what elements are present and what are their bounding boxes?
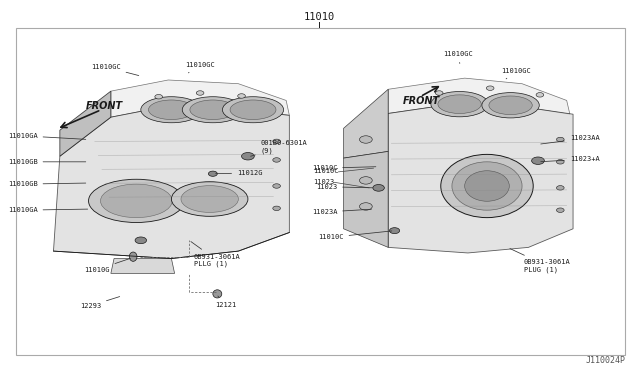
Text: 11010G: 11010G <box>84 258 131 273</box>
Text: 11010: 11010 <box>304 12 335 22</box>
Text: 0B931-3061A
PLLG (1): 0B931-3061A PLLG (1) <box>191 241 241 267</box>
Ellipse shape <box>482 93 540 118</box>
Polygon shape <box>60 91 111 156</box>
Text: 11010GC: 11010GC <box>185 62 215 73</box>
Ellipse shape <box>230 100 276 119</box>
Ellipse shape <box>100 184 172 218</box>
Ellipse shape <box>489 96 532 115</box>
Text: 11010C: 11010C <box>318 231 392 240</box>
Text: 12293: 12293 <box>80 296 120 309</box>
Circle shape <box>486 86 494 90</box>
Ellipse shape <box>441 154 533 218</box>
Ellipse shape <box>88 179 184 222</box>
Circle shape <box>557 160 564 164</box>
Circle shape <box>273 184 280 188</box>
Circle shape <box>241 153 254 160</box>
Text: 11010C: 11010C <box>312 165 376 171</box>
Ellipse shape <box>465 171 509 201</box>
Ellipse shape <box>182 97 243 123</box>
Text: 11010GB: 11010GB <box>8 159 86 165</box>
Text: J110024P: J110024P <box>586 356 626 365</box>
Circle shape <box>273 139 280 144</box>
Circle shape <box>557 186 564 190</box>
Text: 001B0-6301A
(9): 001B0-6301A (9) <box>251 140 307 156</box>
Circle shape <box>557 137 564 142</box>
Circle shape <box>155 94 163 99</box>
Circle shape <box>390 228 399 234</box>
Ellipse shape <box>129 252 137 262</box>
Text: 11023A: 11023A <box>312 209 371 215</box>
Ellipse shape <box>172 182 248 217</box>
Text: 11010GB: 11010GB <box>8 181 86 187</box>
Text: 0B931-3061A
PLUG (1): 0B931-3061A PLUG (1) <box>510 248 571 273</box>
Circle shape <box>532 157 545 164</box>
Circle shape <box>360 203 372 210</box>
Text: 11023+A: 11023+A <box>541 156 600 162</box>
Text: 11010GC: 11010GC <box>444 51 473 64</box>
Polygon shape <box>54 106 289 259</box>
Polygon shape <box>388 102 573 253</box>
Ellipse shape <box>223 97 284 123</box>
Text: 11010GA: 11010GA <box>8 207 88 213</box>
Text: 11010C: 11010C <box>314 168 339 174</box>
Text: 11010GA: 11010GA <box>8 133 86 140</box>
Text: 11010GC: 11010GC <box>91 64 139 76</box>
Circle shape <box>135 237 147 244</box>
Ellipse shape <box>213 290 222 298</box>
Text: 11023: 11023 <box>316 184 372 190</box>
Circle shape <box>536 93 544 97</box>
Ellipse shape <box>452 162 522 210</box>
Ellipse shape <box>148 100 195 119</box>
Text: 11023: 11023 <box>314 179 335 185</box>
Polygon shape <box>388 78 570 114</box>
Circle shape <box>273 206 280 211</box>
Circle shape <box>373 185 385 191</box>
Polygon shape <box>111 80 289 117</box>
Ellipse shape <box>141 97 202 123</box>
Circle shape <box>237 94 245 98</box>
Text: FRONT: FRONT <box>403 96 440 106</box>
Circle shape <box>360 136 372 143</box>
Circle shape <box>196 91 204 95</box>
Circle shape <box>360 177 372 184</box>
Text: 12121: 12121 <box>215 296 236 308</box>
Circle shape <box>209 171 218 176</box>
Circle shape <box>273 158 280 162</box>
Text: 11012G: 11012G <box>216 170 262 176</box>
Ellipse shape <box>438 95 481 113</box>
Circle shape <box>557 208 564 212</box>
Polygon shape <box>344 151 388 247</box>
Text: 11010GC: 11010GC <box>501 68 531 79</box>
Text: 11023AA: 11023AA <box>541 135 600 144</box>
Ellipse shape <box>431 92 488 117</box>
Bar <box>17 28 625 355</box>
Circle shape <box>435 91 443 95</box>
Text: FRONT: FRONT <box>85 101 122 111</box>
Polygon shape <box>111 259 175 273</box>
Polygon shape <box>344 89 388 158</box>
Ellipse shape <box>190 100 236 119</box>
Ellipse shape <box>181 186 238 212</box>
